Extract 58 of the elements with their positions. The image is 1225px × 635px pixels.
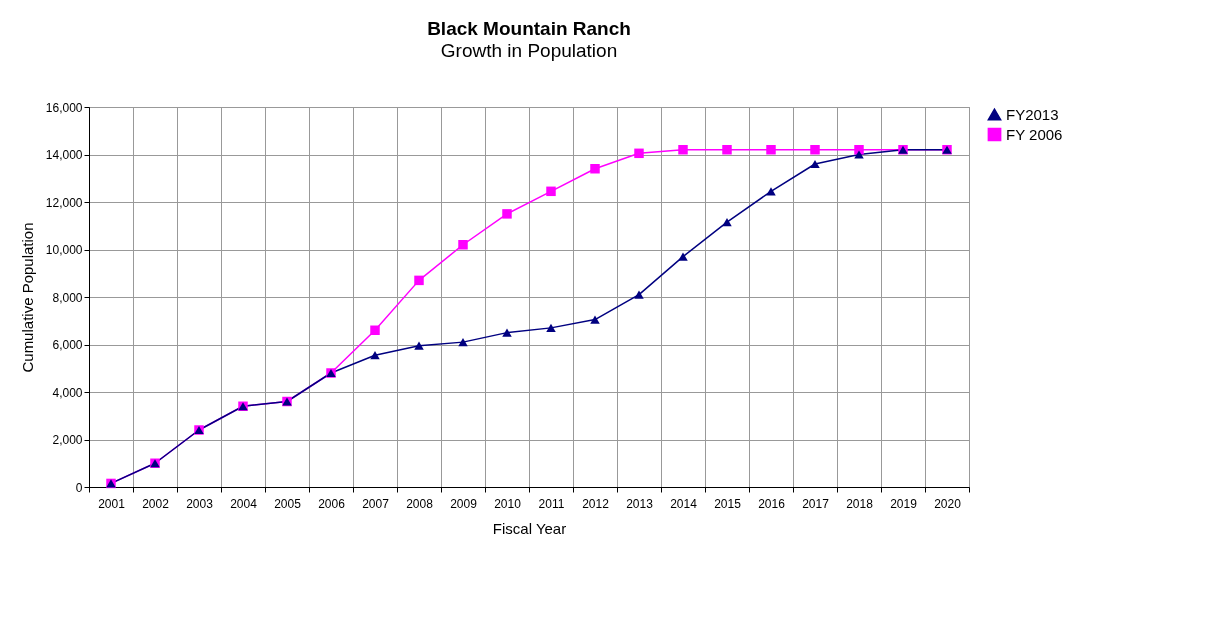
x-tick-label: 2016 xyxy=(758,496,786,511)
x-tick-label: 2006 xyxy=(318,496,346,511)
point xyxy=(502,328,512,337)
point xyxy=(458,338,468,347)
x-tick-label: 2019 xyxy=(890,496,918,511)
y-tick-label: 0 xyxy=(75,480,83,495)
point xyxy=(766,187,776,196)
y-tick-label: 12,000 xyxy=(45,195,83,210)
y-axis-title: Cumulative Population xyxy=(18,222,36,373)
point xyxy=(810,159,820,169)
legend-label: FY 2006 xyxy=(1006,125,1063,143)
x-tick-label: 2015 xyxy=(714,496,742,511)
x-tick-label: 2004 xyxy=(230,496,258,511)
y-tick-label: 6,000 xyxy=(52,338,83,352)
point xyxy=(458,240,468,250)
x-tick-label: 2014 xyxy=(670,496,698,511)
point xyxy=(766,145,776,155)
legend-label: FY2013 xyxy=(1006,105,1059,123)
x-tick-label: 2002 xyxy=(142,496,170,511)
chart-title: Black Mountain Ranch xyxy=(427,18,631,39)
point xyxy=(634,290,644,299)
point xyxy=(502,209,512,219)
point xyxy=(722,145,732,155)
x-tick-label: 2001 xyxy=(98,496,126,511)
point xyxy=(590,315,600,324)
point xyxy=(546,186,556,197)
x-tick-label: 2009 xyxy=(450,496,478,511)
point xyxy=(678,145,688,155)
point xyxy=(854,150,864,159)
x-axis-title: Fiscal Year xyxy=(492,519,567,537)
x-tick-label: 2003 xyxy=(186,496,214,511)
point xyxy=(810,145,820,155)
y-tick-label: 16,000 xyxy=(45,100,83,115)
point xyxy=(370,325,380,335)
point xyxy=(634,148,644,159)
chart-subtitle: Growth in Population xyxy=(440,40,618,61)
x-tick-label: 2010 xyxy=(494,496,522,511)
point xyxy=(370,351,380,360)
y-tick-label: 2,000 xyxy=(52,433,83,447)
point xyxy=(678,252,688,261)
point xyxy=(590,164,600,174)
x-tick-label: 2020 xyxy=(934,496,962,511)
x-tick-label: 2013 xyxy=(626,496,654,511)
y-tick-label: 4,000 xyxy=(52,385,83,400)
x-tick-label: 2018 xyxy=(846,496,874,511)
x-tick-label: 2017 xyxy=(802,496,830,511)
x-tick-label: 2005 xyxy=(274,496,302,511)
y-tick-label: 14,000 xyxy=(45,148,83,162)
point xyxy=(414,275,424,286)
x-tick-label: 2012 xyxy=(582,496,610,511)
y-tick-label: 10,000 xyxy=(45,243,83,257)
x-tick-label: 2011 xyxy=(538,496,565,511)
point xyxy=(414,341,424,350)
point xyxy=(722,218,732,227)
x-tick-label: 2007 xyxy=(362,496,390,511)
x-tick-label: 2008 xyxy=(406,496,434,511)
point xyxy=(546,323,556,332)
y-tick-label: 8,000 xyxy=(52,290,83,305)
